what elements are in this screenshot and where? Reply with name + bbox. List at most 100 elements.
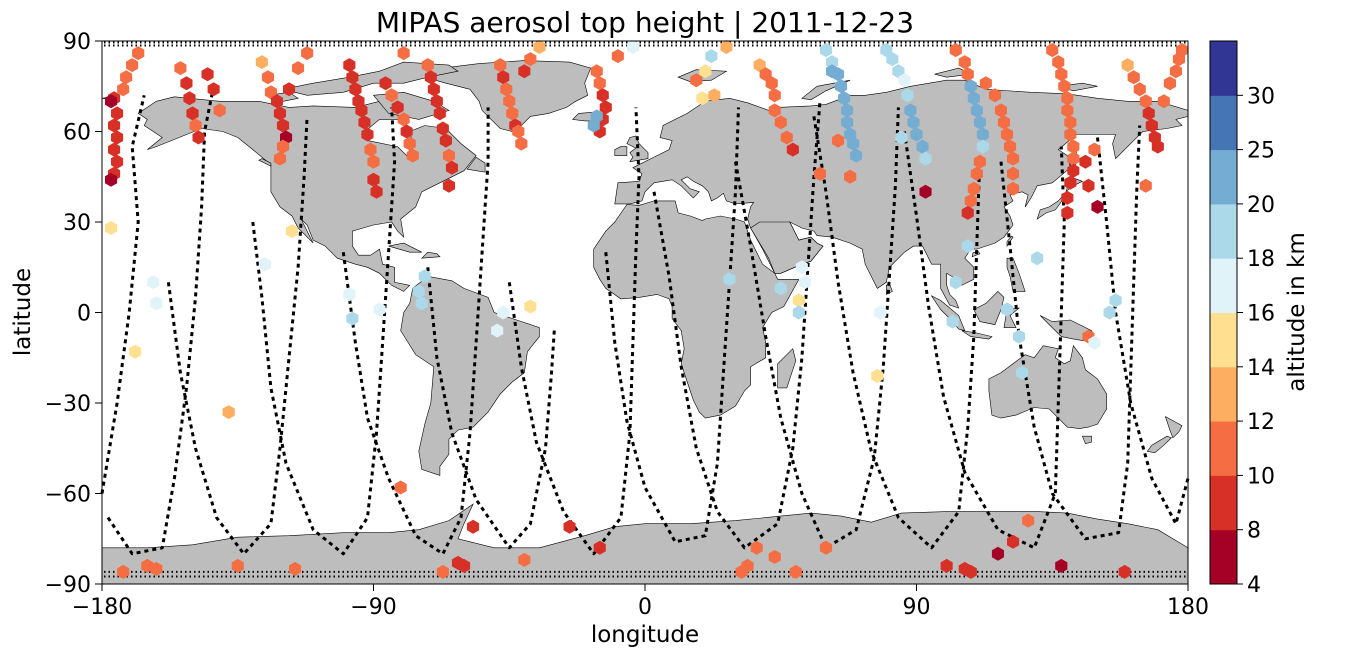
data-point bbox=[563, 519, 576, 534]
data-point bbox=[1157, 94, 1170, 109]
y-tick-label: 60 bbox=[63, 121, 91, 146]
data-point bbox=[901, 88, 914, 103]
data-point bbox=[792, 293, 805, 308]
colorbar-tick-label: 8 bbox=[1247, 519, 1261, 544]
data-point bbox=[201, 67, 214, 82]
y-tick-label: −60 bbox=[45, 483, 91, 508]
data-point bbox=[1133, 82, 1146, 97]
colorbar-segment bbox=[1210, 529, 1237, 585]
y-axis: −90 −60 −30 0 30 60 90 bbox=[45, 30, 102, 598]
data-point bbox=[276, 118, 290, 133]
data-point bbox=[813, 166, 826, 181]
x-tick-label: 90 bbox=[903, 595, 931, 620]
data-point bbox=[343, 58, 356, 73]
data-point bbox=[273, 151, 286, 166]
data-point bbox=[587, 118, 600, 133]
data-point bbox=[792, 305, 805, 320]
data-point bbox=[949, 275, 962, 290]
orbit-track bbox=[341, 107, 490, 556]
colorbar-segment bbox=[1210, 41, 1237, 96]
data-point bbox=[892, 64, 905, 79]
data-point bbox=[964, 193, 977, 208]
data-point bbox=[699, 64, 712, 79]
data-point bbox=[593, 76, 606, 91]
data-point bbox=[373, 302, 386, 317]
data-point bbox=[147, 275, 160, 290]
data-point bbox=[970, 103, 983, 118]
land-south-america bbox=[400, 275, 540, 476]
data-point bbox=[973, 154, 986, 169]
data-point bbox=[705, 49, 718, 64]
data-point bbox=[126, 58, 139, 73]
data-point bbox=[1055, 558, 1068, 573]
data-point bbox=[976, 127, 989, 142]
land-vancouver-island bbox=[258, 158, 272, 167]
data-point bbox=[847, 136, 860, 151]
data-point bbox=[1169, 64, 1182, 79]
x-tick-label: −90 bbox=[350, 595, 396, 620]
data-point bbox=[850, 148, 863, 163]
orbit-track bbox=[652, 101, 822, 550]
data-point bbox=[283, 82, 296, 97]
data-point bbox=[403, 136, 416, 151]
data-point bbox=[385, 88, 398, 103]
data-point bbox=[515, 136, 528, 151]
data-point bbox=[261, 70, 274, 85]
colorbar-tick-label: 20 bbox=[1247, 193, 1275, 218]
data-point bbox=[424, 70, 437, 85]
data-point bbox=[590, 64, 603, 79]
data-point bbox=[117, 564, 130, 579]
data-point bbox=[439, 133, 452, 148]
data-point bbox=[871, 368, 884, 383]
data-point bbox=[1121, 58, 1134, 73]
data-point bbox=[759, 67, 772, 82]
data-point bbox=[1031, 251, 1044, 266]
chart-title: MIPAS aerosol top height | 2011-12-23 bbox=[376, 6, 914, 39]
data-point bbox=[524, 52, 537, 67]
data-point bbox=[189, 118, 202, 133]
colorbar-tick-label: 30 bbox=[1247, 84, 1275, 109]
data-point bbox=[1061, 91, 1074, 106]
data-point bbox=[798, 275, 811, 290]
x-axis-label: longitude bbox=[591, 622, 699, 648]
data-point bbox=[174, 61, 187, 76]
data-point bbox=[970, 166, 983, 181]
data-point bbox=[222, 405, 235, 420]
data-point bbox=[1091, 199, 1104, 214]
data-point bbox=[494, 58, 507, 73]
data-point bbox=[1082, 178, 1095, 193]
data-point bbox=[979, 76, 992, 91]
orbit-track bbox=[604, 107, 740, 544]
data-point bbox=[780, 130, 793, 145]
data-point bbox=[192, 130, 205, 145]
data-point bbox=[286, 224, 299, 239]
data-point bbox=[500, 82, 513, 97]
data-point bbox=[720, 40, 733, 54]
data-point bbox=[690, 73, 703, 88]
data-point bbox=[841, 103, 854, 118]
x-tick-label: −180 bbox=[72, 595, 132, 620]
data-point bbox=[753, 58, 766, 73]
data-point bbox=[301, 46, 314, 61]
data-point bbox=[1103, 305, 1116, 320]
data-point bbox=[1016, 365, 1029, 380]
data-point bbox=[1000, 127, 1014, 142]
data-point bbox=[1055, 67, 1068, 82]
data-point bbox=[1007, 181, 1020, 196]
data-point bbox=[844, 169, 857, 184]
colorbar-tick-label: 14 bbox=[1247, 356, 1275, 381]
orbit-track bbox=[507, 107, 641, 556]
data-point bbox=[886, 52, 899, 67]
data-point bbox=[105, 221, 118, 235]
data-point bbox=[611, 49, 624, 64]
data-point bbox=[270, 94, 283, 109]
data-point bbox=[467, 519, 480, 534]
data-point bbox=[355, 103, 368, 118]
data-point bbox=[436, 121, 449, 136]
data-point bbox=[361, 127, 374, 142]
orbit-track bbox=[734, 107, 900, 550]
data-point bbox=[961, 239, 974, 254]
colorbar-tick-label: 4 bbox=[1247, 573, 1261, 598]
data-point bbox=[964, 564, 977, 579]
